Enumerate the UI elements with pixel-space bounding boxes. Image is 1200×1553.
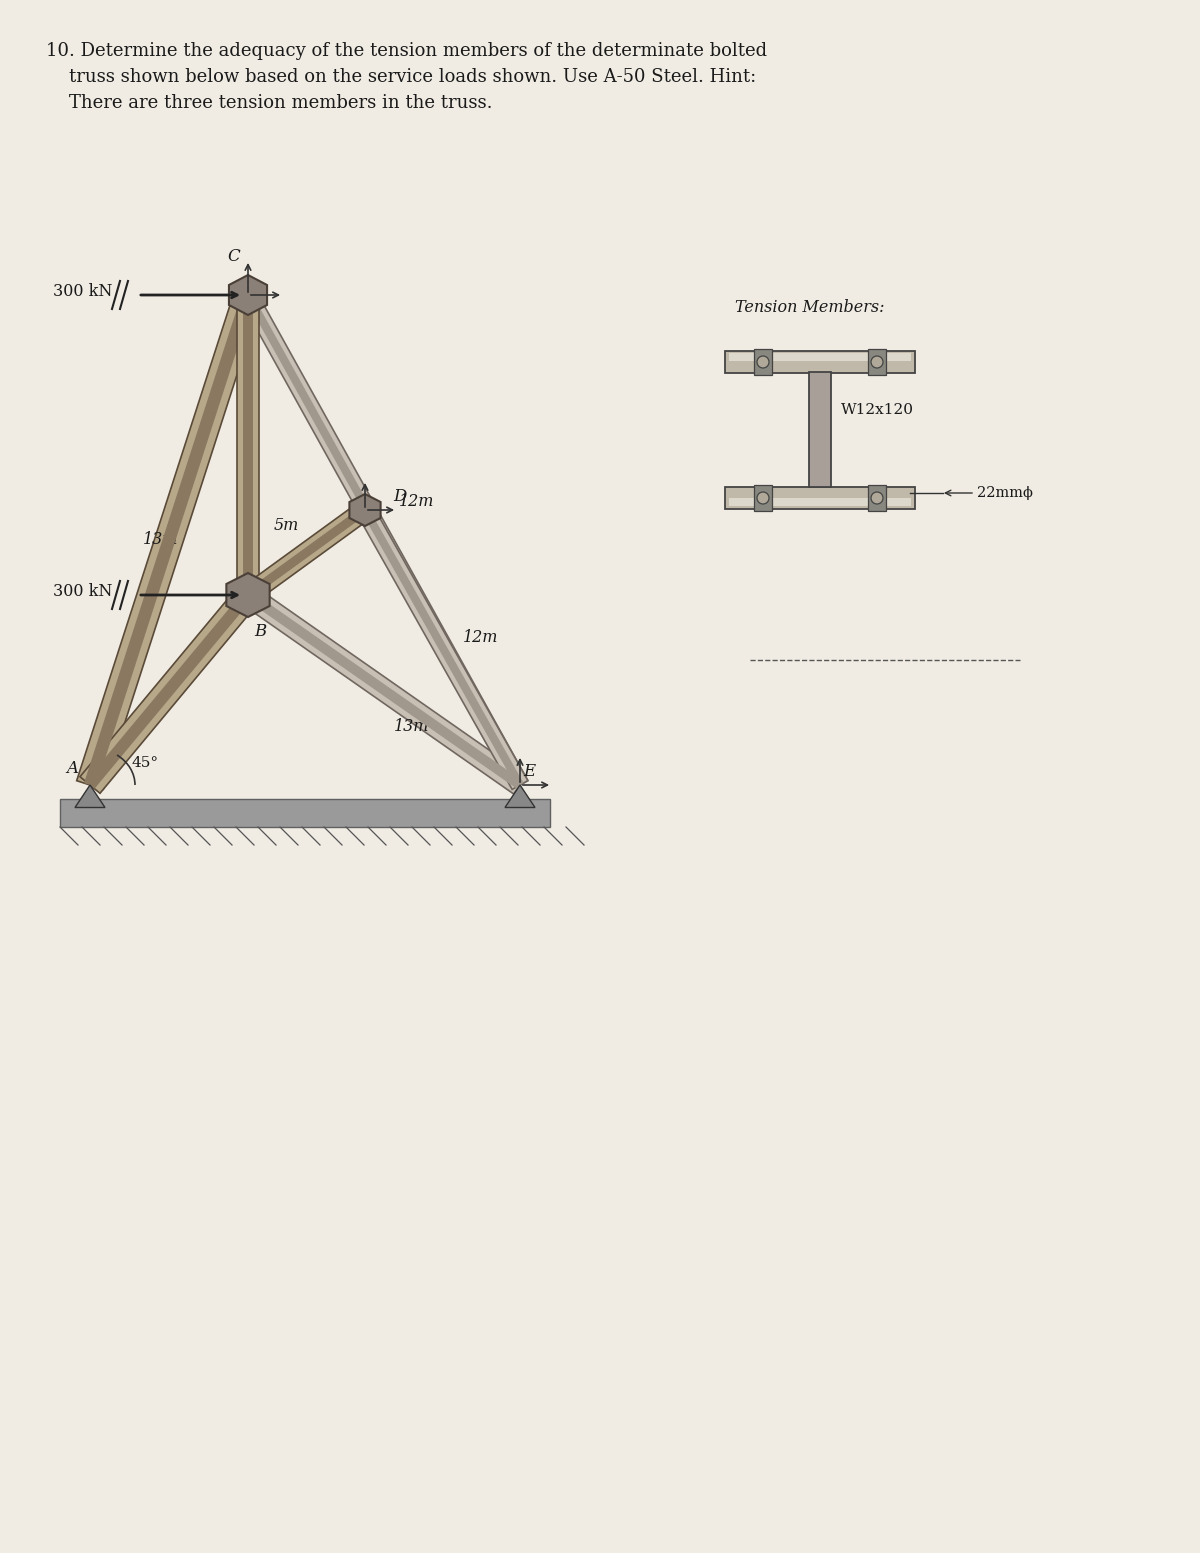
Text: C: C (227, 248, 240, 266)
Text: 13m: 13m (394, 717, 430, 735)
Polygon shape (361, 508, 523, 787)
Text: 22mmϕ: 22mmϕ (977, 486, 1033, 500)
Polygon shape (74, 784, 106, 808)
Polygon shape (84, 294, 254, 787)
Polygon shape (505, 784, 535, 808)
Text: 300 kN: 300 kN (53, 283, 112, 300)
Text: B: B (254, 623, 266, 640)
Bar (725, 488, 916, 509)
Text: 5m: 5m (274, 517, 299, 534)
Text: D: D (394, 488, 407, 505)
Polygon shape (77, 290, 262, 789)
Text: 45°: 45° (132, 756, 160, 770)
Text: There are three tension members in the truss.: There are three tension members in the t… (46, 95, 492, 112)
Text: 12m: 12m (462, 629, 498, 646)
Polygon shape (245, 294, 523, 787)
Polygon shape (227, 573, 270, 617)
Polygon shape (242, 502, 371, 603)
Circle shape (757, 356, 769, 368)
Bar (754, 349, 772, 374)
Text: Tension Members:: Tension Members: (734, 300, 884, 315)
Text: E: E (523, 763, 535, 780)
Polygon shape (238, 295, 259, 595)
Circle shape (871, 492, 883, 505)
Bar (868, 485, 886, 511)
Text: 300 kN: 300 kN (53, 582, 112, 599)
Text: 12m: 12m (398, 492, 434, 509)
Text: A: A (66, 759, 78, 776)
Polygon shape (245, 592, 523, 789)
Bar (754, 485, 772, 511)
Polygon shape (240, 290, 528, 789)
Text: 13m: 13m (143, 531, 178, 548)
Circle shape (757, 492, 769, 505)
Bar (725, 351, 916, 373)
Polygon shape (349, 494, 380, 526)
Text: W12x120: W12x120 (841, 402, 914, 418)
Bar (60, 798, 550, 828)
Polygon shape (80, 587, 258, 794)
Polygon shape (241, 585, 527, 794)
Polygon shape (245, 506, 367, 598)
Polygon shape (244, 295, 253, 595)
Text: truss shown below based on the service loads shown. Use A-50 Steel. Hint:: truss shown below based on the service l… (46, 68, 756, 85)
Bar (868, 349, 886, 374)
Polygon shape (229, 275, 268, 315)
Bar (730, 499, 911, 506)
Polygon shape (358, 506, 528, 789)
Circle shape (871, 356, 883, 368)
Polygon shape (85, 592, 252, 789)
Text: 10. Determine the adequacy of the tension members of the determinate bolted: 10. Determine the adequacy of the tensio… (46, 42, 767, 61)
Bar (809, 373, 830, 488)
Bar (730, 353, 911, 360)
